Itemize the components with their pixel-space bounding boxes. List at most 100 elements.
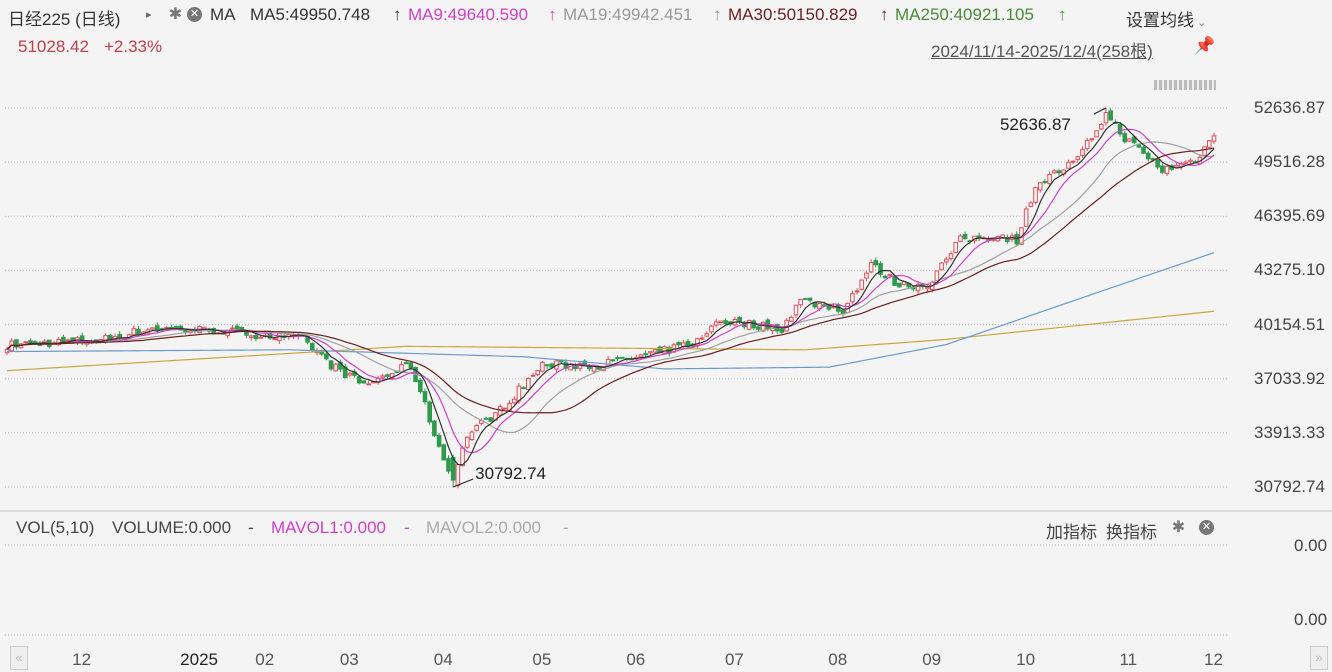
- vol-y-label: 0.00: [1294, 536, 1328, 555]
- switch-indicator-button[interactable]: 换指标: [1106, 523, 1157, 542]
- candle-down: [615, 357, 620, 360]
- candle-down: [1141, 146, 1146, 154]
- y-tick-label: 40154.51: [1254, 314, 1325, 334]
- candle-up: [1052, 170, 1057, 174]
- candle-up: [1211, 135, 1217, 142]
- scroll-left-button[interactable]: «: [10, 646, 28, 670]
- x-tick-label: 05: [532, 650, 552, 669]
- candle-down: [962, 233, 968, 239]
- candle-up: [1164, 165, 1170, 174]
- candle-up: [1047, 173, 1052, 185]
- candle-up: [389, 373, 395, 379]
- candle-up: [958, 235, 963, 242]
- x-tick-label: 12: [1204, 650, 1223, 669]
- candle-up: [699, 337, 705, 340]
- candle-down: [751, 320, 757, 329]
- gear-icon[interactable]: ✱: [168, 6, 183, 23]
- candle-down: [324, 353, 329, 360]
- x-tick-label: 11: [1119, 650, 1138, 669]
- candle-up: [464, 436, 470, 448]
- add-indicator-button[interactable]: 加指标: [1046, 523, 1097, 542]
- ma-settings-dropdown[interactable]: 设置均线 ⌄: [1126, 6, 1206, 31]
- candle-down: [549, 363, 555, 368]
- y-tick-label: 52636.87: [1254, 98, 1325, 117]
- ma-settings-label: 设置均线: [1126, 11, 1194, 30]
- candle-up: [65, 339, 71, 342]
- candle-down: [1145, 152, 1151, 160]
- ma30-value: MA30:50150.829: [728, 5, 858, 24]
- candle-down: [309, 343, 315, 351]
- candle-up: [516, 385, 522, 402]
- candle-up: [939, 262, 944, 271]
- x-tick-label: 10: [1016, 650, 1036, 669]
- candle-up: [591, 366, 597, 372]
- candle-up: [258, 336, 263, 339]
- pin-icon[interactable]: 📌: [1194, 36, 1216, 55]
- candle-up: [718, 320, 724, 324]
- y-tick-label: 37033.92: [1254, 368, 1325, 388]
- candle-down: [610, 359, 616, 362]
- candle-up: [131, 328, 137, 336]
- candle-up: [1098, 123, 1104, 130]
- candle-down: [1042, 181, 1048, 184]
- candle-down: [408, 362, 414, 369]
- candle-down: [483, 417, 489, 420]
- low-annotation: 30792.74: [475, 464, 546, 483]
- candle-up: [789, 316, 794, 322]
- vol-close-icon[interactable]: ✕: [1199, 520, 1214, 535]
- x-tick-label: 2025: [180, 650, 218, 669]
- candle-up: [1174, 164, 1179, 168]
- candle-up: [333, 363, 339, 372]
- candle-down: [892, 276, 897, 286]
- x-tick-label: 08: [828, 650, 848, 669]
- candle-up: [1127, 138, 1132, 142]
- candle-down: [267, 332, 273, 339]
- panel-divider[interactable]: [0, 510, 1332, 512]
- chart-title: 日经225 (日线): [8, 10, 121, 29]
- high-annotation: 52636.87: [1000, 115, 1071, 134]
- candle-down: [882, 275, 888, 279]
- candle-down: [446, 458, 451, 472]
- ma5-line: [6, 121, 1215, 466]
- candle-down: [154, 325, 160, 332]
- candle-up: [1202, 146, 1207, 156]
- candle-up: [680, 342, 686, 347]
- candle-down: [441, 444, 447, 461]
- candle-down: [803, 298, 808, 301]
- candle-up: [1023, 208, 1029, 227]
- close-icon[interactable]: ✕: [187, 7, 202, 22]
- candle-up: [704, 333, 710, 337]
- candle-up: [1183, 161, 1189, 164]
- candle-down: [436, 434, 442, 447]
- candle-down: [253, 334, 259, 340]
- candle-down: [1005, 237, 1010, 242]
- candle-down: [173, 325, 179, 328]
- zoom-handle[interactable]: [1154, 80, 1216, 90]
- x-tick-label: 03: [339, 650, 359, 669]
- candle-up: [1084, 140, 1090, 150]
- candle-up: [1080, 149, 1085, 156]
- candle-up: [793, 304, 799, 316]
- date-range-link[interactable]: 2024/11/14-2025/12/4(258根): [931, 42, 1153, 61]
- candle-down: [361, 380, 367, 384]
- candle-down: [676, 341, 681, 346]
- vol-title: VOL(5,10): [16, 518, 95, 537]
- candle-up: [366, 383, 371, 386]
- candle-down: [239, 327, 245, 330]
- vol-gear-icon[interactable]: ✱: [1171, 519, 1186, 536]
- ma9-line: [6, 128, 1215, 454]
- candle-up: [638, 354, 644, 358]
- scroll-right-button[interactable]: »: [1310, 646, 1328, 670]
- candle-down: [558, 360, 564, 363]
- candle-up: [1094, 130, 1099, 138]
- candle-up: [652, 348, 658, 353]
- candle-up: [272, 338, 278, 341]
- mavol1-dash: -: [404, 518, 410, 537]
- candle-up: [709, 325, 714, 333]
- ma19-line: [6, 141, 1215, 434]
- expand-arrow-icon[interactable]: ▸: [146, 9, 152, 21]
- candle-up: [526, 377, 531, 390]
- vol-value: VOLUME:0.000: [112, 518, 232, 537]
- x-tick-label: 09: [922, 650, 942, 669]
